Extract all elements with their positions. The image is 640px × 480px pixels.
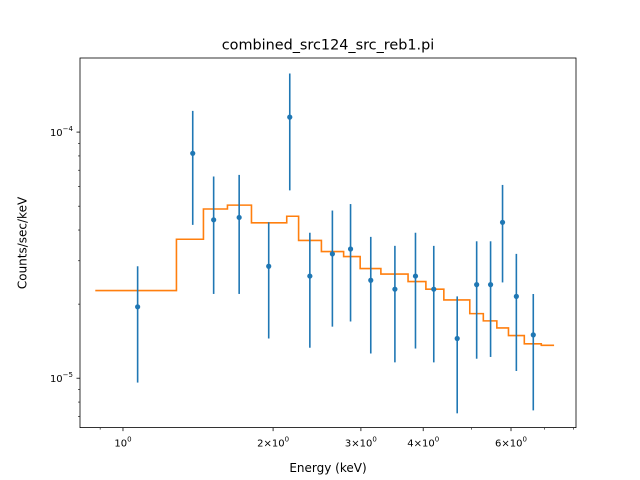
data-point: [211, 176, 217, 294]
data-marker: [368, 277, 374, 283]
data-marker: [499, 219, 506, 225]
x-axis-label: Energy (keV): [289, 461, 366, 475]
x-tick-label: 2×100: [257, 436, 289, 450]
data-point: [307, 232, 313, 348]
x-tick-label: 100: [114, 436, 131, 450]
x-tick-label: 6×100: [495, 436, 527, 450]
data-point: [474, 241, 480, 359]
data-point: [236, 174, 242, 294]
data-marker: [454, 335, 460, 342]
data-marker: [431, 286, 437, 292]
data-point: [499, 184, 506, 283]
plot-frame: [79, 57, 577, 429]
data-marker: [513, 293, 519, 299]
data-marker: [530, 332, 536, 338]
data-marker: [412, 273, 419, 279]
data-point: [266, 222, 272, 339]
data-marker: [347, 246, 354, 252]
data-marker: [487, 282, 494, 288]
data-point: [190, 110, 196, 225]
data-marker: [392, 286, 398, 292]
data-point: [530, 293, 536, 411]
y-tick-label: 10−5: [50, 371, 73, 385]
y-axis-label: Counts/sec/keV: [16, 196, 30, 289]
data-marker: [211, 217, 217, 223]
data-point: [347, 204, 354, 322]
y-tick-label: 10−4: [50, 125, 74, 139]
data-layer: [135, 73, 536, 414]
data-point: [513, 253, 519, 371]
data-marker: [474, 282, 480, 288]
data-marker: [287, 114, 293, 120]
data-point: [392, 245, 398, 363]
data-point: [454, 296, 460, 414]
chart-title: combined_src124_src_reb1.pi: [222, 38, 435, 54]
data-point: [431, 245, 437, 363]
x-axis: 100 2×100 3×100 4×100 6×100: [99, 427, 574, 450]
x-tick-label: 3×100: [345, 436, 377, 450]
plot-area: 100 2×100 3×100 4×100 6×100 10−5 10−4: [50, 73, 574, 450]
data-point: [329, 210, 335, 327]
data-point: [487, 241, 494, 357]
data-marker: [307, 273, 313, 279]
data-point: [287, 73, 293, 191]
data-point: [135, 266, 141, 383]
data-marker: [266, 263, 272, 269]
data-marker: [190, 150, 196, 156]
data-point: [368, 236, 374, 354]
data-marker: [236, 214, 242, 221]
data-point: [412, 232, 419, 349]
data-marker: [135, 304, 141, 310]
x-tick-label: 4×100: [407, 436, 439, 450]
data-marker: [329, 251, 335, 257]
